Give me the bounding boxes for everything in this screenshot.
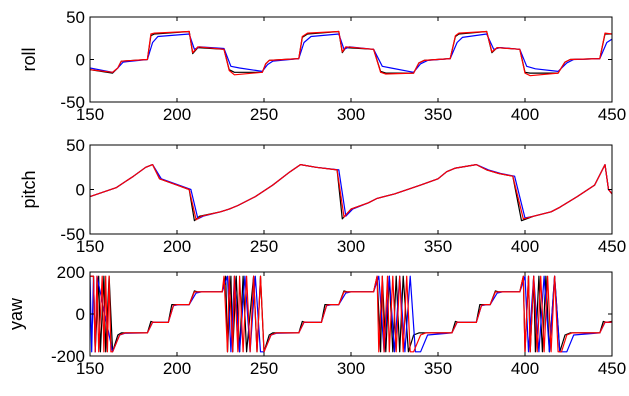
y-tick-label: 0 xyxy=(76,181,85,200)
x-tick-label: 350 xyxy=(424,237,452,256)
axes-frame xyxy=(89,16,613,103)
x-tick-label: 250 xyxy=(250,359,278,378)
y-tick-label: 50 xyxy=(66,8,85,27)
plot-area xyxy=(90,30,612,77)
x-tick-label: 350 xyxy=(424,359,452,378)
subplot-pitch: 150 200 250 300 350 400 450 -50 0 50 pitch xyxy=(19,136,626,256)
subplot-roll: 150 200 250 300 350 400 450 -50 0 50 roll xyxy=(19,8,626,124)
series-line-2 xyxy=(90,33,612,73)
x-tick-label: 250 xyxy=(250,105,278,124)
y-axis-label: yaw xyxy=(6,297,26,330)
y-tick-label: 200 xyxy=(57,263,85,282)
y-axis-label: pitch xyxy=(19,170,39,208)
x-tick-label: 200 xyxy=(163,359,191,378)
x-tick-label: 300 xyxy=(337,359,365,378)
x-tick-label: 350 xyxy=(424,105,452,124)
y-tick-label: -50 xyxy=(60,225,85,244)
y-tick-label: 0 xyxy=(76,305,85,324)
series-line-1 xyxy=(90,164,612,222)
axes-frame xyxy=(89,144,613,235)
x-tick-label: 300 xyxy=(337,105,365,124)
x-tick-label: 400 xyxy=(511,105,539,124)
x-tick-label: 300 xyxy=(337,237,365,256)
series-line-3 xyxy=(90,164,612,221)
x-tick-label: 400 xyxy=(511,359,539,378)
x-tick-label: 200 xyxy=(163,237,191,256)
x-tick-label: 200 xyxy=(163,105,191,124)
series-line-3 xyxy=(90,275,612,353)
series-line-1 xyxy=(90,30,612,74)
series-line-3 xyxy=(90,30,612,77)
y-tick-label: -200 xyxy=(51,347,85,366)
x-tick-label: 250 xyxy=(250,237,278,256)
x-tick-label: 450 xyxy=(598,105,626,124)
x-tick-label: 400 xyxy=(511,237,539,256)
plot-area xyxy=(90,275,612,353)
x-tick-label: 150 xyxy=(76,105,104,124)
y-tick-label: 0 xyxy=(76,51,85,70)
x-tick-label: 450 xyxy=(598,359,626,378)
y-tick-label: -50 xyxy=(60,93,85,112)
y-tick-label: 50 xyxy=(66,136,85,155)
x-tick-label: 150 xyxy=(76,359,104,378)
y-axis-label: roll xyxy=(19,47,39,71)
plot-area xyxy=(90,164,612,222)
x-tick-label: 450 xyxy=(598,237,626,256)
subplot-yaw: 150 200 250 300 350 400 450 -200 0 200 yaw xyxy=(6,263,626,378)
series-line-2 xyxy=(90,164,612,220)
x-tick-label: 150 xyxy=(76,237,104,256)
